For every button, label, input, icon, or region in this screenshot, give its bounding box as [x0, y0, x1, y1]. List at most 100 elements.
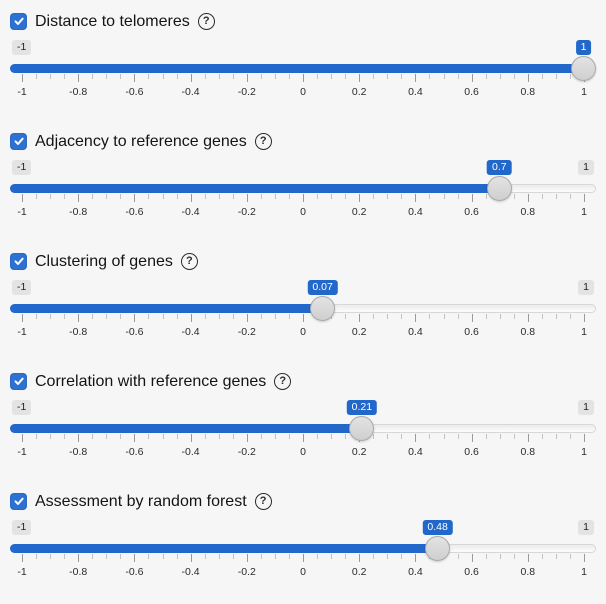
slider-handle[interactable]	[571, 56, 596, 81]
minor-tick	[274, 554, 276, 559]
minor-tick	[345, 314, 347, 319]
tick-label: 0.6	[464, 86, 479, 98]
minor-tick	[429, 74, 431, 79]
tick-label: 1	[581, 566, 587, 578]
minor-tick	[176, 314, 178, 319]
slider-title[interactable]: Correlation with reference genes	[35, 372, 267, 390]
minor-tick	[64, 194, 66, 199]
tick-label: 0.6	[464, 566, 479, 578]
checkbox-checked[interactable]	[10, 12, 27, 30]
minor-tick	[373, 554, 375, 559]
min-value-badge: -1	[12, 160, 32, 175]
minor-tick	[148, 314, 150, 319]
tick-label: 0.8	[520, 86, 536, 98]
minor-tick	[443, 194, 445, 199]
slider-tick-grid: -1 -0.8 -0.6 -0.4 -0.2 0 0.2 0.4 0.6 0.8 1	[17, 74, 587, 114]
major-tick	[246, 314, 248, 322]
major-tick	[527, 554, 529, 562]
tick-label: 0	[300, 566, 306, 578]
major-tick	[78, 74, 80, 82]
checkbox-checked[interactable]	[10, 492, 27, 510]
minor-tick	[288, 434, 290, 439]
minor-tick	[120, 194, 122, 199]
minor-tick	[457, 74, 459, 79]
slider-fill-bar	[10, 64, 584, 73]
minor-tick	[232, 194, 234, 199]
checkbox-row: Assessment by random forest ?	[10, 490, 272, 512]
tick-label: 0.8	[520, 206, 536, 218]
minor-tick	[569, 554, 571, 559]
slider-title[interactable]: Adjacency to reference genes	[35, 132, 247, 150]
current-value-badge: 0.48	[422, 520, 453, 535]
minor-tick	[513, 314, 515, 319]
minor-tick	[36, 434, 38, 439]
major-tick	[246, 74, 248, 82]
minor-tick	[345, 554, 347, 559]
minor-tick	[331, 74, 333, 79]
major-tick	[584, 194, 585, 202]
slider-title[interactable]: Clustering of genes	[35, 252, 173, 270]
minor-tick	[148, 554, 150, 559]
minor-tick	[345, 74, 347, 79]
help-icon[interactable]: ?	[180, 252, 198, 270]
tick-label: -0.2	[237, 446, 256, 458]
tick-label: 0	[300, 446, 306, 458]
minor-tick	[64, 314, 66, 319]
slider-handle[interactable]	[310, 296, 336, 321]
major-tick	[246, 554, 248, 562]
minor-tick	[162, 554, 164, 559]
minor-tick	[387, 194, 389, 199]
minor-tick	[569, 434, 571, 439]
minor-tick	[457, 554, 459, 559]
minor-tick	[373, 194, 375, 199]
slider-group-clustering-of-genes: Clustering of genes ? -1 1 0.07 -1 -0.8 -0…	[10, 240, 596, 360]
slider-group-distance-to-telomeres: Distance to telomeres ? -1 1 1 -1 -0.8 -0.…	[10, 0, 596, 120]
minor-tick	[513, 554, 515, 559]
help-icon[interactable]: ?	[254, 492, 272, 510]
minor-tick	[274, 434, 276, 439]
major-tick	[190, 194, 192, 202]
minor-tick	[513, 434, 515, 439]
minor-tick	[204, 194, 206, 199]
minor-tick	[569, 74, 571, 79]
tick-label: 0.8	[520, 566, 536, 578]
help-icon[interactable]: ?	[274, 372, 292, 390]
slider-handle[interactable]	[486, 176, 512, 201]
minor-tick	[120, 434, 122, 439]
minor-tick	[499, 74, 501, 79]
slider-tick-grid: -1 -0.8 -0.6 -0.4 -0.2 0 0.2 0.4 0.6 0.8 1	[17, 554, 587, 594]
checkbox-checked[interactable]	[10, 252, 27, 270]
help-icon[interactable]: ?	[197, 12, 215, 30]
minor-tick	[120, 74, 122, 79]
tick-label: 0.4	[408, 446, 423, 458]
minor-tick	[232, 314, 234, 319]
slider-title[interactable]: Distance to telomeres	[35, 12, 190, 30]
tick-label: 1	[581, 446, 587, 458]
minor-tick	[162, 194, 164, 199]
tick-label: -0.8	[69, 326, 88, 338]
slider-title[interactable]: Assessment by random forest	[35, 492, 247, 510]
tick-label: -0.6	[125, 566, 144, 578]
major-tick	[527, 314, 529, 322]
minor-tick	[288, 194, 290, 199]
minor-tick	[429, 314, 431, 319]
slider-handle[interactable]	[349, 416, 375, 441]
checkbox-checked[interactable]	[10, 132, 27, 150]
slider-handle[interactable]	[425, 536, 451, 561]
tick-label: -0.8	[69, 566, 88, 578]
minor-tick	[232, 554, 234, 559]
minor-tick	[401, 554, 403, 559]
max-value-badge: 1	[578, 400, 594, 415]
checkbox-checked[interactable]	[10, 372, 27, 390]
tick-label: 0.2	[351, 566, 367, 578]
minor-tick	[555, 314, 557, 319]
help-icon[interactable]: ?	[254, 132, 272, 150]
minor-tick	[50, 74, 52, 79]
tick-label: 1	[581, 326, 587, 338]
minor-tick	[373, 314, 375, 319]
slider-tick-grid: -1 -0.8 -0.6 -0.4 -0.2 0 0.2 0.4 0.6 0.8 1	[17, 194, 587, 234]
current-value-badge: 0.7	[487, 160, 512, 175]
major-tick	[471, 74, 473, 82]
tick-label: -0.2	[237, 86, 256, 98]
